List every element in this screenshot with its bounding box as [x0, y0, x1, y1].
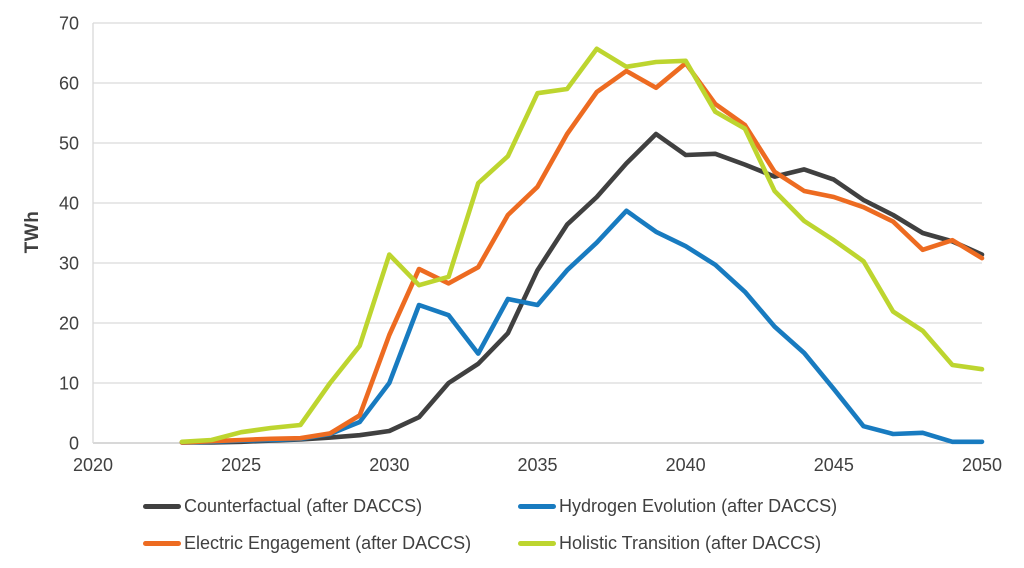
x-tick-label: 2035 [517, 455, 557, 475]
legend-item-counterfactual: Counterfactual (after DACCS) [143, 496, 422, 517]
y-axis-title: TWh [22, 210, 43, 254]
y-tick-label: 30 [59, 254, 79, 274]
legend-item-hydrogen-evolution: Hydrogen Evolution (after DACCS) [518, 496, 837, 517]
series-line-counterfactual [179, 131, 985, 445]
series-line-holistic-transition [179, 46, 985, 445]
legend-marker-hydrogen-evolution [518, 504, 556, 509]
legend-marker-electric-engagement [143, 541, 181, 546]
x-tick-label: 2050 [962, 455, 1002, 475]
legend-item-electric-engagement: Electric Engagement (after DACCS) [143, 533, 471, 554]
y-tick-label: 10 [59, 374, 79, 394]
legend-label-counterfactual: Counterfactual (after DACCS) [184, 496, 423, 516]
y-tick-label: 50 [59, 134, 79, 154]
y-tick-label: 60 [59, 74, 79, 94]
x-tick-label: 2030 [369, 455, 409, 475]
legend-label-holistic-transition: Holistic Transition (after DACCS) [559, 533, 822, 553]
y-tick-label: 0 [69, 434, 79, 454]
legend-marker-holistic-transition [518, 541, 556, 546]
y-tick-label: 40 [59, 194, 79, 214]
series-line-electric-engagement [179, 60, 985, 445]
x-tick-label: 2040 [666, 455, 706, 475]
x-tick-label: 2020 [73, 455, 113, 475]
x-tick-label: 2025 [221, 455, 261, 475]
y-tick-label: 70 [59, 14, 79, 34]
series-line-hydrogen-evolution [179, 208, 985, 445]
legend-item-holistic-transition: Holistic Transition (after DACCS) [518, 533, 821, 554]
legend-marker-counterfactual [143, 504, 181, 509]
legend-label-electric-engagement: Electric Engagement (after DACCS) [184, 533, 472, 553]
legend-label-hydrogen-evolution: Hydrogen Evolution (after DACCS) [559, 496, 838, 516]
y-tick-label: 20 [59, 314, 79, 334]
x-tick-label: 2045 [814, 455, 854, 475]
